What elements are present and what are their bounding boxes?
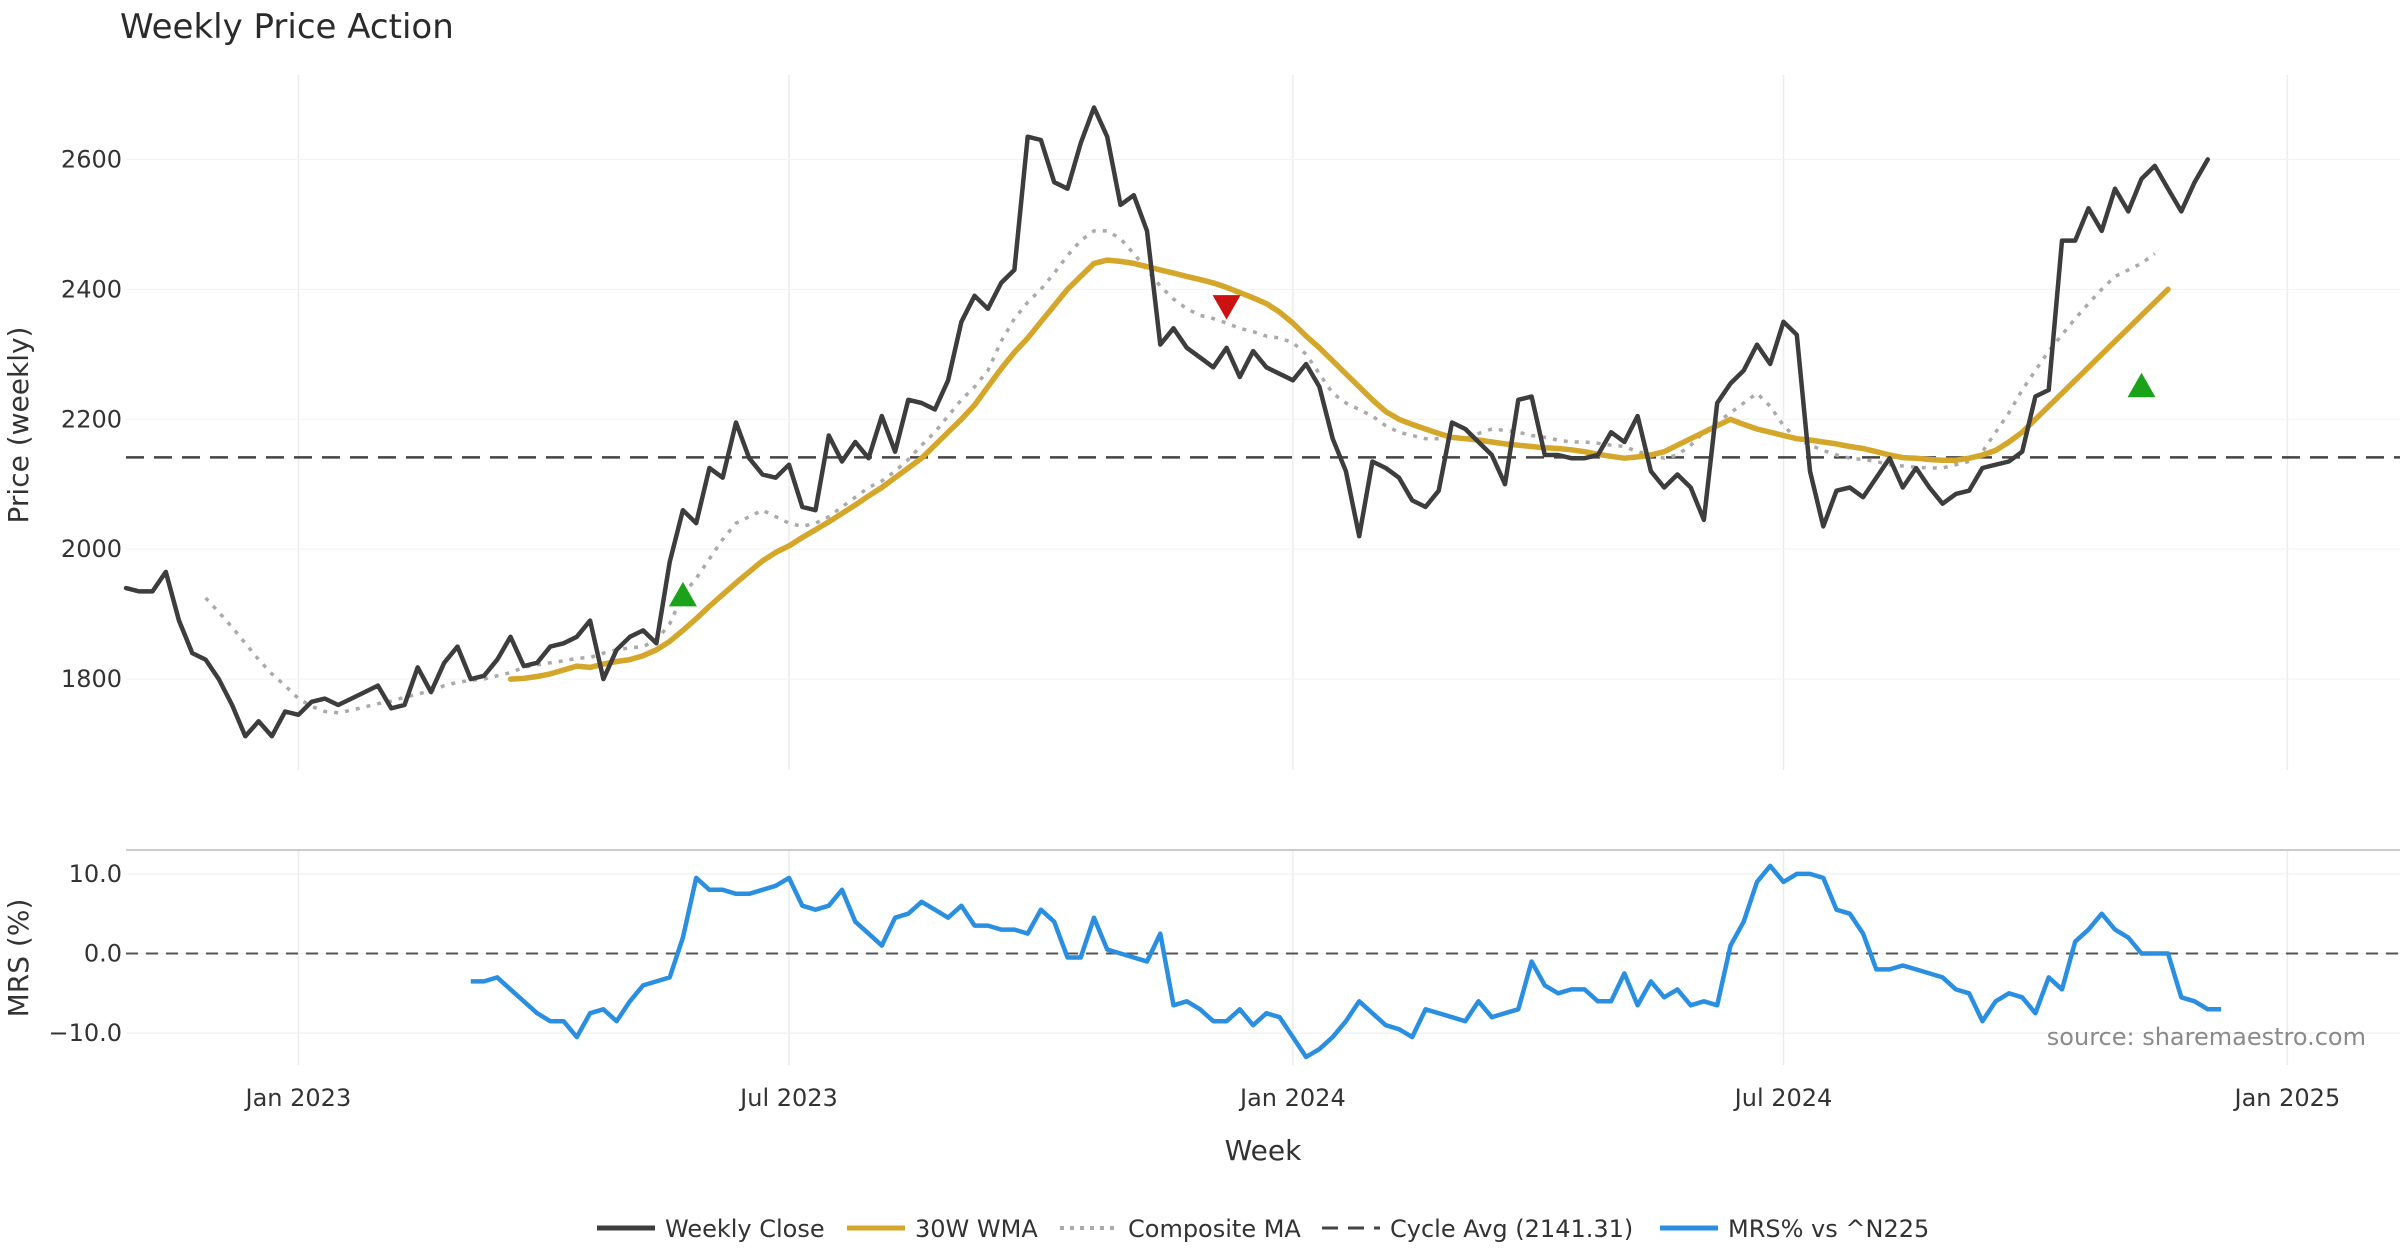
mrs-y-tick-label: 0.0 (84, 940, 122, 968)
price-y-tick-label: 2400 (61, 275, 122, 303)
legend-label: MRS% vs ^N225 (1728, 1215, 1929, 1243)
mrs-grid (126, 850, 2400, 1065)
x-tick-label: Jan 2025 (2233, 1084, 2341, 1112)
legend-label: 30W WMA (915, 1215, 1038, 1243)
mrs-y-label: MRS (%) (2, 899, 35, 1018)
x-tick-label: Jul 2024 (1733, 1084, 1833, 1112)
source-note: source: sharemaestro.com (2047, 1023, 2366, 1051)
price-y-label: Price (weekly) (2, 327, 35, 524)
legend-label: Composite MA (1128, 1215, 1301, 1243)
legend-label: Weekly Close (665, 1215, 825, 1243)
mrs-y-tick-label: −10.0 (48, 1019, 122, 1047)
x-axis-ticks: Jan 2023 Jul 2023 Jan 2024 Jul 2024 Jan 2025… (244, 1084, 2341, 1112)
x-tick-label: Jul 2023 (738, 1084, 838, 1112)
price-y-tick-label: 1800 (61, 665, 122, 693)
buy-marker (668, 581, 697, 607)
legend: Weekly Close 30W WMA Composite MA Cycle Avg… (597, 1215, 1929, 1243)
price-y-ticks: 1800 2000 2200 2400 2600 (61, 145, 122, 693)
x-axis-label: Week (1225, 1134, 1302, 1167)
buy-marker (2127, 372, 2156, 398)
legend-label: Cycle Avg (2141.31) (1390, 1215, 1633, 1243)
price-grid (126, 75, 2400, 770)
series-weekly-close (123, 105, 2211, 739)
price-series-group (123, 105, 2211, 739)
signal-markers (668, 295, 2156, 607)
series-mrs (470, 863, 2222, 1060)
series-30w-wma (507, 257, 2171, 682)
x-tick-label: Jan 2024 (1238, 1084, 1346, 1112)
price-y-tick-label: 2200 (61, 405, 122, 433)
mrs-y-ticks: 10.0 0.0 −10.0 (48, 860, 122, 1047)
price-y-tick-label: 2600 (61, 145, 122, 173)
mrs-y-tick-label: 10.0 (69, 860, 122, 888)
x-tick-label: Jan 2023 (244, 1084, 352, 1112)
chart-title: Weekly Price Action (120, 7, 454, 47)
price-y-tick-label: 2000 (61, 535, 122, 563)
mrs-series-group (470, 863, 2222, 1060)
sell-marker (1212, 295, 1241, 320)
